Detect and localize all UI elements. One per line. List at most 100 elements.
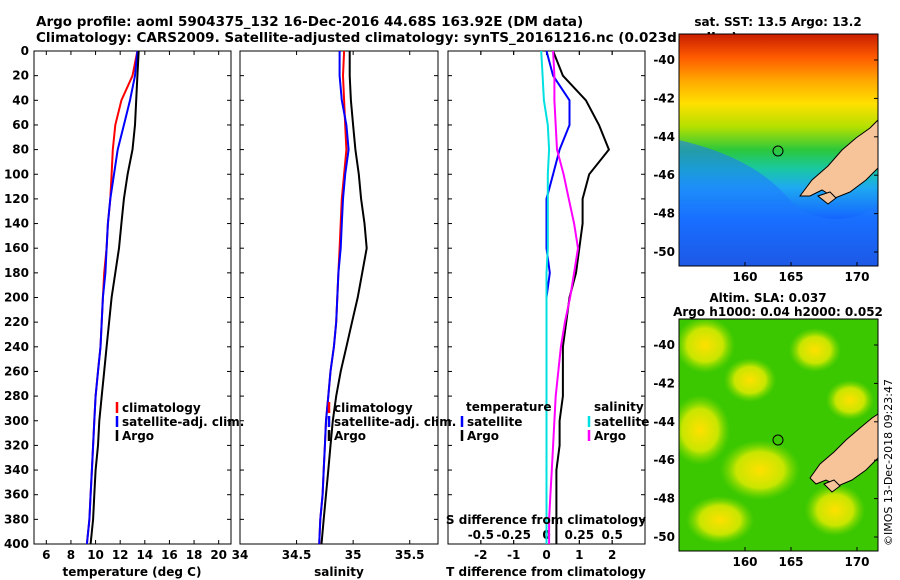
legend-climatology-label: climatology (334, 401, 413, 415)
temperature-panel-frame (33, 50, 232, 545)
sst-map-xtick-label: 160 (732, 270, 757, 284)
salinity-xtick-label: 35.5 (395, 548, 425, 562)
depth-tick-label: 160 (4, 241, 29, 255)
temperature-xtick-label: 10 (87, 548, 104, 562)
sla-high-blob (686, 496, 754, 544)
sla-map-ytick-label: -44 (653, 415, 675, 429)
difference-series-salinity-satellite (540, 50, 551, 544)
sst-map-ytick-label: -50 (653, 245, 675, 259)
argo-location-marker (772, 145, 784, 157)
sla-map-frame (678, 318, 879, 552)
difference-legend-salinity: salinity satellite Argo (587, 400, 649, 443)
sst-map-ytick-label: -42 (653, 91, 675, 105)
temperature-xtick-label: 16 (161, 548, 178, 562)
depth-tick-label: 120 (4, 192, 29, 206)
depth-tick-label: 240 (4, 340, 29, 354)
difference-xtick-label: 2 (608, 548, 616, 562)
sla-high-blob (805, 484, 865, 536)
temperature-xtick-label: 6 (42, 548, 50, 562)
temperature-series-argo (89, 50, 140, 545)
series-layer (85, 50, 611, 545)
salinity-legend: climatology satellite-adj. clim. Argo (327, 401, 456, 443)
temperature-xtick-label: 14 (136, 548, 153, 562)
sst-map-axes: -40 -42 -44 -46 -48 -50 160 165 170 (653, 53, 878, 284)
depth-tick-label: 320 (4, 438, 29, 452)
legend-t-argo-label: Argo (467, 429, 499, 443)
difference-series-salinity-argo (548, 50, 580, 544)
figure-title-line2: Climatology: CARS2009. Satellite-adjuste… (36, 30, 738, 46)
sla-high-blob (789, 328, 841, 372)
legend-satellite-label: satellite-adj. clim. (122, 415, 244, 429)
sst-map-ytick-label: -40 (653, 53, 675, 67)
sla-map-ytick-label: -48 (653, 492, 675, 506)
sla-map-ytick-label: -42 (653, 376, 675, 390)
sla-map-xtick-label: 165 (778, 555, 803, 569)
legend-t-satellite-label: satellite (467, 415, 522, 429)
sst-map (679, 34, 878, 266)
depth-tick-label: 280 (4, 389, 29, 403)
credit-text: ©IMOS 13-Dec-2018 09:23:47 (882, 379, 895, 546)
legend-satellite-label: satellite-adj. clim. (334, 415, 456, 429)
difference-s-xtick-label: 0.25 (565, 528, 595, 542)
sla-high-blob (724, 358, 776, 402)
salinity-xlabel: salinity (314, 565, 364, 579)
sla-high-blob (720, 440, 800, 500)
sla-map-title2: Argo h1000: 0.04 h2000: 0.052 (673, 305, 883, 319)
legend-argo-label: Argo (122, 429, 154, 443)
salinity-panel-frame (239, 50, 439, 545)
legend-s-satellite-label: satellite (594, 415, 649, 429)
difference-s-xtick-label: -0.25 (496, 528, 531, 542)
figure-title-line1: Argo profile: aoml 5904375_132 16-Dec-20… (36, 14, 583, 30)
axes-layer: 0204060801001201401601802002202402602803… (4, 44, 645, 562)
sla-map-ytick-label: -40 (653, 338, 675, 352)
difference-top-xlabel: S difference from climatology (446, 513, 646, 527)
depth-tick-label: 200 (4, 291, 29, 305)
depth-tick-label: 340 (4, 463, 29, 477)
difference-xtick-label: 0 (542, 548, 550, 562)
salinity-xtick-label: 34 (232, 548, 249, 562)
argo-location-marker (772, 434, 784, 446)
temperature-xlabel: temperature (deg C) (63, 565, 202, 579)
sla-map-ytick-label: -46 (653, 453, 675, 467)
sst-map-xtick-label: 170 (844, 270, 869, 284)
sst-cold-tongue (679, 140, 878, 266)
sst-map-title: sat. SST: 13.5 Argo: 13.2 (694, 15, 861, 29)
depth-tick-label: 300 (4, 414, 29, 428)
depth-tick-label: 260 (4, 364, 29, 378)
depth-tick-label: 0 (21, 44, 29, 58)
difference-s-xtick-label: -0.5 (468, 528, 494, 542)
sst-map-ytick-label: -48 (653, 207, 675, 221)
temperature-xtick-label: 18 (186, 548, 203, 562)
sla-high-blob (679, 319, 735, 373)
salinity-series-argo (320, 51, 368, 545)
temperature-xtick-label: 12 (112, 548, 129, 562)
legend-temperature-title: temperature (466, 400, 551, 414)
depth-tick-label: 20 (12, 69, 29, 83)
salinity-xtick-label: 34.5 (282, 548, 312, 562)
depth-tick-label: 180 (4, 266, 29, 280)
sst-map-xtick-label: 165 (778, 270, 803, 284)
sla-map (679, 319, 878, 551)
difference-s-xtick-label: 0.5 (602, 528, 623, 542)
depth-tick-label: 360 (4, 488, 29, 502)
temperature-series-satellite-adj-clim- (85, 50, 139, 545)
sla-map-axes: -40 -42 -44 -46 -48 -50 160 165 170 (653, 338, 878, 569)
temperature-xtick-label: 20 (210, 548, 227, 562)
depth-tick-label: 140 (4, 217, 29, 231)
legend-argo-label: Argo (334, 429, 366, 443)
difference-legend-temperature: temperature satellite Argo (460, 400, 551, 443)
temperature-legend: climatology satellite-adj. clim. Argo (115, 401, 244, 443)
depth-tick-label: 380 (4, 512, 29, 526)
difference-xlabel: T difference from climatology (446, 565, 646, 579)
depth-tick-label: 220 (4, 315, 29, 329)
sla-high-blob (826, 380, 874, 420)
legend-salinity-title: salinity (594, 400, 644, 414)
sla-map-xtick-label: 160 (732, 555, 757, 569)
sla-high-blob (679, 395, 730, 465)
salinity-xtick-label: 35 (345, 548, 362, 562)
stewart-island-land (816, 191, 837, 205)
difference-xtick-label: -1 (507, 548, 520, 562)
depth-tick-label: 100 (4, 167, 29, 181)
salinity-series-satellite-adj-clim- (318, 51, 350, 545)
